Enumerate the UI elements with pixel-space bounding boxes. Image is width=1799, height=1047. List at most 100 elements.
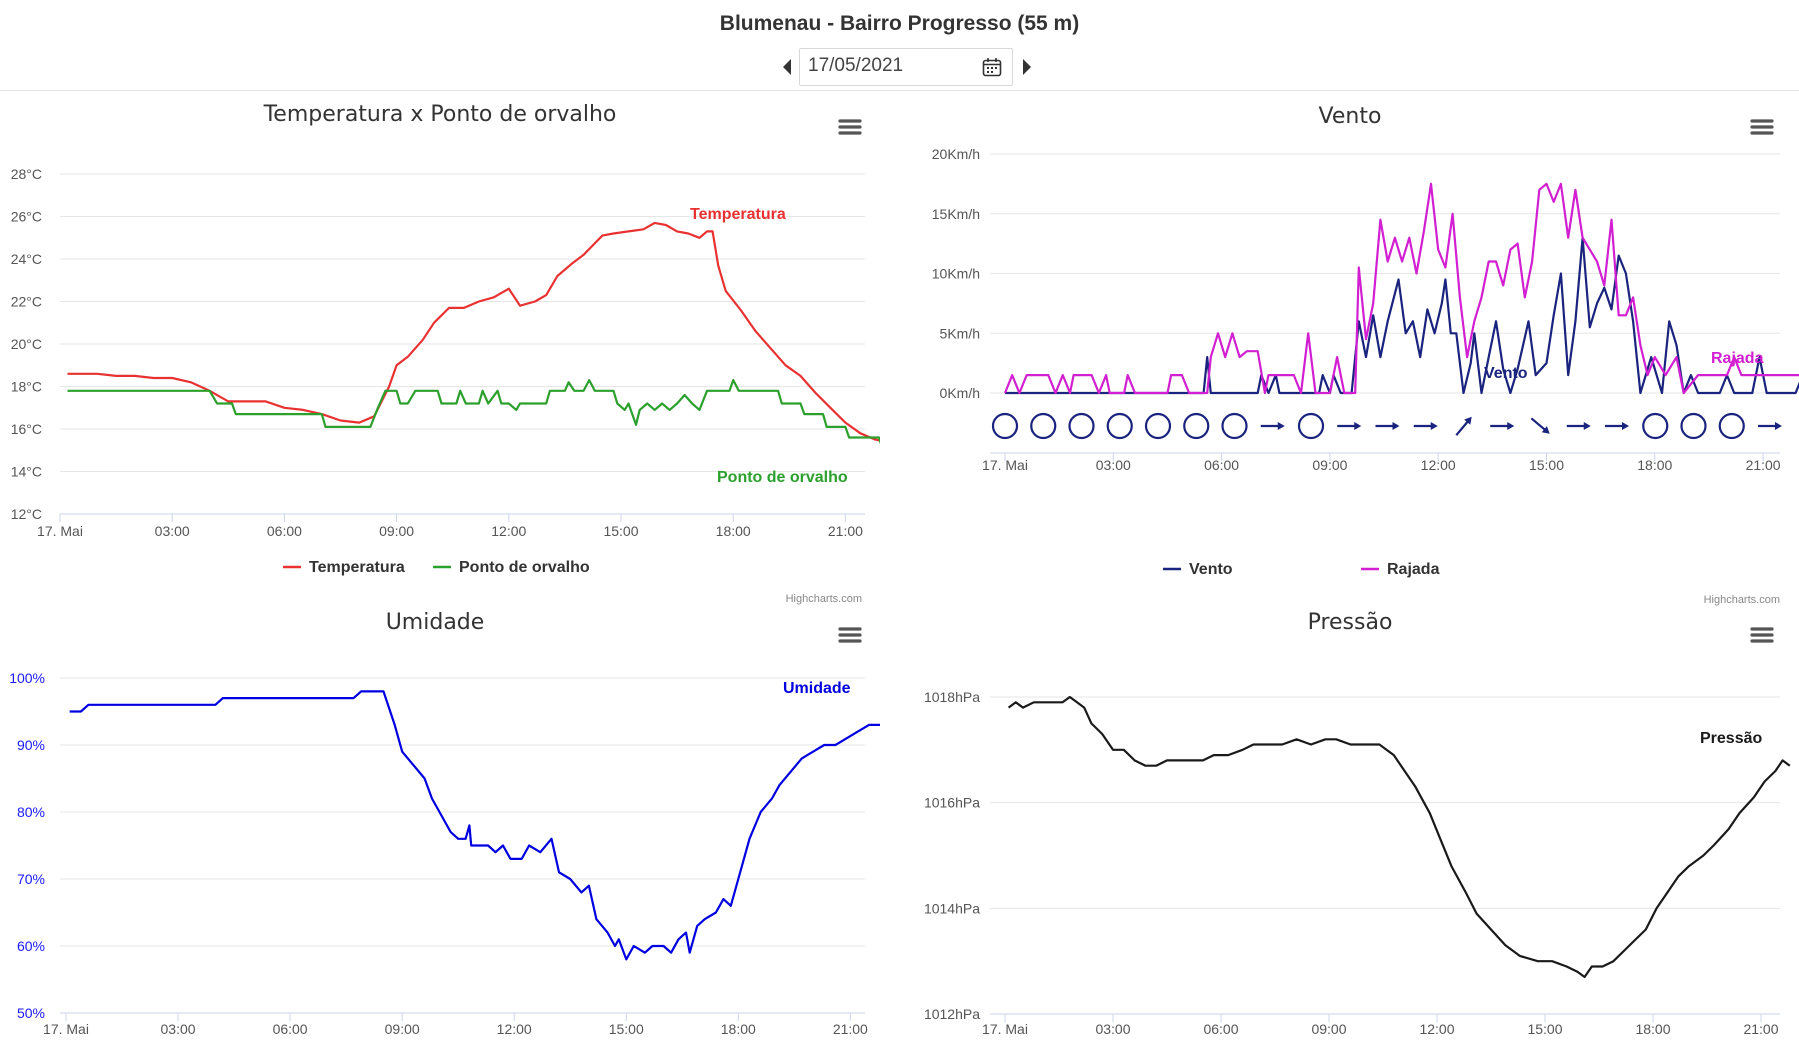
x-tick-label: 06:00 — [1203, 1021, 1238, 1037]
x-tick-label: 17. Mai — [982, 457, 1028, 473]
legend-item[interactable]: Temperatura — [283, 559, 405, 576]
wind-arrow-icon — [1566, 422, 1591, 430]
chart-title: Vento — [1319, 104, 1382, 129]
wind-arrow-icon — [1490, 422, 1515, 430]
wind-arrow-icon — [1337, 422, 1362, 430]
chart-title: Pressão — [1308, 610, 1393, 635]
series-label: Umidade — [783, 680, 851, 697]
y-tick-label: 14°C — [11, 464, 42, 480]
wind-arrow-icon — [1530, 417, 1550, 434]
wind-arrow-icon — [1605, 422, 1629, 430]
y-tick-label: 15Km/h — [932, 206, 980, 222]
wind-arrow-icon — [1758, 422, 1782, 430]
wind-calm-circle — [1068, 412, 1095, 440]
x-tick-label: 18:00 — [1635, 1021, 1670, 1037]
wind-calm-circle — [1718, 412, 1745, 440]
pressure-chart-panel: Pressão 1012hPa 1014hPa 1016hPa 1018hPa 17. M… — [900, 610, 1799, 1047]
y-tick-label: 5Km/h — [940, 325, 980, 341]
y-tick-label: 1018hPa — [924, 689, 980, 705]
y-tick-label: 70% — [17, 871, 45, 887]
pressure-chart: Pressão 1012hPa 1014hPa 1016hPa 1018hPa 17. M… — [924, 610, 1791, 1037]
y-tick-label: 0Km/h — [940, 385, 980, 401]
chart-menu-button[interactable] — [1748, 623, 1776, 647]
y-tick-label: 1012hPa — [924, 1006, 980, 1022]
y-tick-label: 90% — [17, 737, 45, 753]
chart-title: Umidade — [386, 610, 485, 635]
temperature-chart-panel: Temperatura x Ponto de orvalho 12°C 14°C 16… — [0, 92, 880, 612]
y-tick-label: 24°C — [11, 251, 42, 267]
legend-item[interactable]: Rajada — [1361, 561, 1440, 578]
wind-chart: Vento 0Km/h 5Km/h 10Km/h 15Km/h 20Km/h 17. Mai… — [932, 104, 1799, 606]
x-tick-label: 15:00 — [603, 523, 638, 539]
page-header: Blumenau - Bairro Progresso (55 m) — [0, 0, 1799, 91]
x-tick-label: 15:00 — [1527, 1021, 1562, 1037]
x-tick-label: 18:00 — [721, 1021, 756, 1037]
series-label: Ponto de orvalho — [717, 469, 848, 486]
chart-menu-button[interactable] — [836, 623, 864, 647]
humidity-chart: Umidade 50% 60% 70% 80% 90% 100% 17. Mai 03:00 06… — [9, 610, 880, 1037]
x-tick-label: 03:00 — [161, 1021, 196, 1037]
chart-menu-button[interactable] — [836, 115, 864, 139]
series-line-2[interactable] — [67, 379, 881, 463]
x-tick-label: 18:00 — [1637, 457, 1672, 473]
legend-item[interactable]: Ponto de orvalho — [433, 559, 590, 576]
y-tick-label: 26°C — [11, 209, 42, 225]
wind-arrow-icon — [1375, 422, 1400, 430]
x-tick-label: 12:00 — [491, 523, 526, 539]
next-day-button[interactable] — [1018, 48, 1036, 86]
x-tick-label: 15:00 — [609, 1021, 644, 1037]
chart-title: Temperatura x Ponto de orvalho — [263, 102, 617, 127]
series-label: Rajada — [1711, 350, 1764, 367]
wind-calm-circle — [1221, 412, 1248, 440]
y-tick-label: 100% — [9, 670, 45, 686]
chart-menu-button[interactable] — [1748, 115, 1776, 139]
y-tick-label: 20°C — [11, 336, 42, 352]
x-tick-label: 03:00 — [1095, 1021, 1130, 1037]
y-tick-label: 10Km/h — [932, 266, 980, 282]
x-tick-label: 06:00 — [1204, 457, 1239, 473]
legend-label: Ponto de orvalho — [459, 559, 590, 576]
series-line-2[interactable] — [1003, 182, 1799, 395]
x-tick-label: 09:00 — [379, 523, 414, 539]
series-line-1[interactable] — [69, 690, 880, 961]
x-tick-label: 15:00 — [1529, 457, 1564, 473]
wind-calm-circle — [1642, 412, 1669, 440]
legend-label: Temperatura — [309, 559, 405, 576]
x-tick-label: 18:00 — [716, 523, 751, 539]
wind-calm-circle — [1680, 412, 1707, 440]
x-tick-label: 03:00 — [1096, 457, 1131, 473]
date-input[interactable] — [808, 53, 968, 79]
series-label: Temperatura — [690, 206, 786, 223]
x-tick-label: 09:00 — [1311, 1021, 1346, 1037]
series-label: Pressão — [1700, 730, 1762, 747]
x-tick-label: 17. Mai — [43, 1021, 89, 1037]
wind-chart-panel: Vento 0Km/h 5Km/h 10Km/h 15Km/h 20Km/h 17. Mai… — [900, 92, 1799, 612]
series-line-1[interactable] — [1005, 236, 1799, 395]
x-tick-label: 17. Mai — [37, 523, 83, 539]
date-picker — [799, 48, 1013, 86]
x-tick-label: 21:00 — [828, 523, 863, 539]
legend-label: Vento — [1189, 561, 1233, 578]
x-tick-label: 17. Mai — [982, 1021, 1028, 1037]
x-tick-label: 21:00 — [833, 1021, 868, 1037]
wind-calm-circle — [991, 412, 1019, 440]
x-tick-label: 12:00 — [1421, 457, 1456, 473]
highcharts-credits-link[interactable]: Highcharts.com — [786, 593, 862, 605]
series-line-1[interactable] — [1007, 695, 1791, 979]
x-tick-label: 09:00 — [385, 1021, 420, 1037]
highcharts-credits-link[interactable]: Highcharts.com — [1704, 594, 1780, 606]
previous-day-button[interactable] — [778, 48, 796, 86]
x-tick-label: 21:00 — [1746, 457, 1781, 473]
chevron-right-icon — [1023, 59, 1031, 75]
chevron-left-icon — [783, 59, 791, 75]
y-tick-label: 28°C — [11, 166, 42, 182]
calendar-icon[interactable] — [982, 57, 1002, 77]
series-line-1[interactable] — [67, 221, 881, 442]
y-tick-label: 16°C — [11, 421, 42, 437]
legend-item[interactable]: Vento — [1163, 561, 1233, 578]
wind-calm-circle — [1183, 412, 1210, 440]
wind-calm-circle — [1144, 412, 1172, 440]
y-tick-label: 18°C — [11, 379, 42, 395]
x-tick-label: 03:00 — [155, 523, 190, 539]
station-title: Blumenau - Bairro Progresso (55 m) — [719, 12, 1080, 35]
